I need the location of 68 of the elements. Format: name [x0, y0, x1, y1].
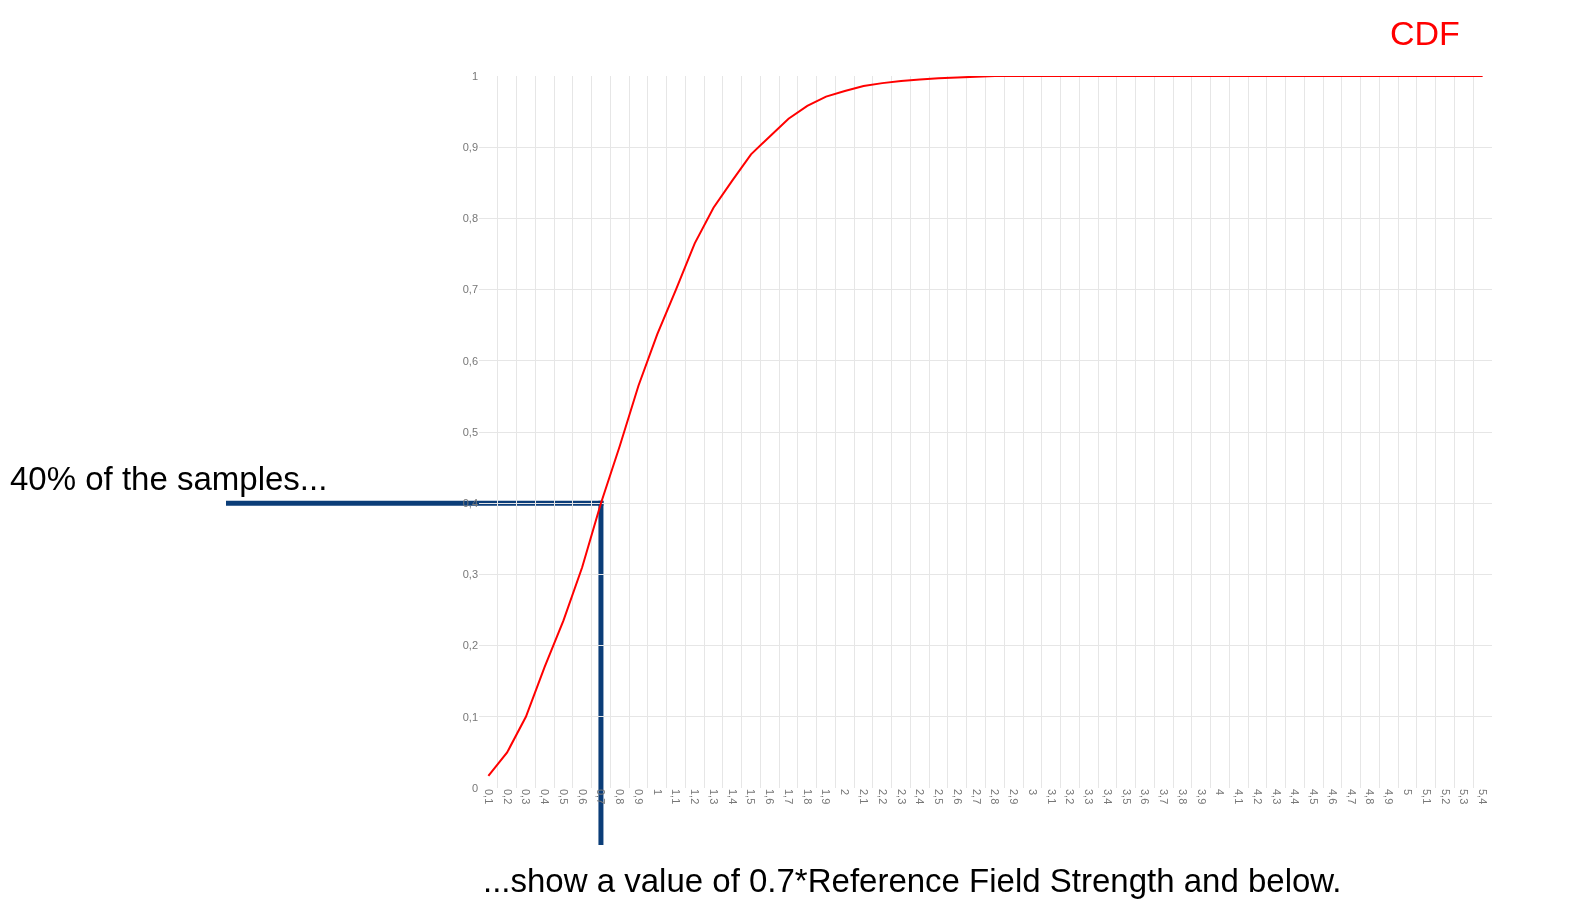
x-tick-label: 5 [1402, 789, 1415, 796]
x-tick-label: 4,6 [1326, 789, 1339, 805]
x-tick-label: 5,1 [1420, 789, 1433, 805]
x-tick-label: 3,7 [1158, 789, 1171, 805]
x-tick-label: 1,3 [707, 789, 720, 805]
x-tick-label: 5,4 [1477, 789, 1490, 805]
y-tick-label: 0,6 [462, 354, 478, 367]
x-tick-label: 0,8 [614, 789, 627, 805]
y-tick-label: 0 [471, 781, 478, 794]
x-tick-label: 1,2 [689, 789, 702, 805]
x-tick-label: 2,7 [970, 789, 983, 805]
x-tick-label: 2,5 [933, 789, 946, 805]
x-tick-label: 2,1 [857, 789, 870, 805]
text: ...show a value of 0.7*Reference Field Strength and below. [483, 862, 1342, 899]
x-tick-label: 1,6 [764, 789, 777, 805]
y-tick-label: 0,5 [462, 425, 478, 438]
x-tick-label: 1,1 [670, 789, 683, 805]
x-tick-label: 3,9 [1195, 789, 1208, 805]
x-tick-label: 2,9 [1008, 789, 1021, 805]
x-tick-label: 1,5 [745, 789, 758, 805]
x-tick-label: 0,1 [482, 789, 495, 805]
x-tick-label: 1,4 [726, 789, 739, 805]
x-tick-label: 0,5 [557, 789, 570, 805]
y-tick-label: 0,2 [462, 639, 478, 652]
x-tick-label: 2,4 [914, 789, 927, 805]
x-tick-label: 1,7 [782, 789, 795, 805]
x-tick-label: 2,2 [876, 789, 889, 805]
x-tick-label: 0,4 [539, 789, 552, 805]
x-tick-label: 3,1 [1045, 789, 1058, 805]
y-tick-label: 1 [471, 69, 478, 82]
x-tick-label: 1,9 [820, 789, 833, 805]
y-tick-label: 0,8 [462, 212, 478, 225]
x-tick-label: 0,2 [501, 789, 514, 805]
x-tick-label: 1,8 [801, 789, 814, 805]
x-tick-label: 5,3 [1458, 789, 1471, 805]
x-tick-label: 4,5 [1308, 789, 1321, 805]
x-tick-label: 2,6 [951, 789, 964, 805]
y-tick-label: 0,1 [462, 710, 478, 723]
x-tick-label: 1 [651, 789, 664, 796]
x-tick-label: 2 [839, 789, 852, 796]
x-tick-label: 3,6 [1139, 789, 1152, 805]
x-tick-label: 4,3 [1270, 789, 1283, 805]
x-tick-label: 4 [1214, 789, 1227, 796]
line-series [487, 76, 1484, 777]
x-tick-label: 4,4 [1289, 789, 1302, 805]
y-tick-label: 0,3 [462, 568, 478, 581]
x-tick-label: 4,1 [1233, 789, 1246, 805]
x-tick-label: 3,5 [1120, 789, 1133, 805]
x-tick-label: 3,4 [1101, 789, 1114, 805]
x-tick-label: 2,8 [989, 789, 1002, 805]
x-tick-label: 3,2 [1064, 789, 1077, 805]
x-tick-label: 3,3 [1083, 789, 1096, 805]
x-tick-label: 0,9 [632, 789, 645, 805]
x-tick-label: 2,3 [895, 789, 908, 805]
x-tick-label: 4,7 [1345, 789, 1358, 805]
x-tick-label: 3 [1026, 789, 1039, 796]
y-tick-label: 0,9 [462, 141, 478, 154]
x-tick-label: 3,8 [1176, 789, 1189, 805]
x-tick-label: 0,3 [520, 789, 533, 805]
y-tick-label: 0,7 [462, 283, 478, 296]
x-tick-label: 4,8 [1364, 789, 1377, 805]
text: 40% of the samples... [10, 460, 328, 497]
x-tick-label: 4,9 [1383, 789, 1396, 805]
x-tick-label: 5,2 [1439, 789, 1452, 805]
x-tick-label: 0,7 [595, 789, 608, 805]
series-label: CDF [1390, 14, 1460, 52]
x-tick-label: 0,6 [576, 789, 589, 805]
x-tick-label: 4,2 [1251, 789, 1264, 805]
